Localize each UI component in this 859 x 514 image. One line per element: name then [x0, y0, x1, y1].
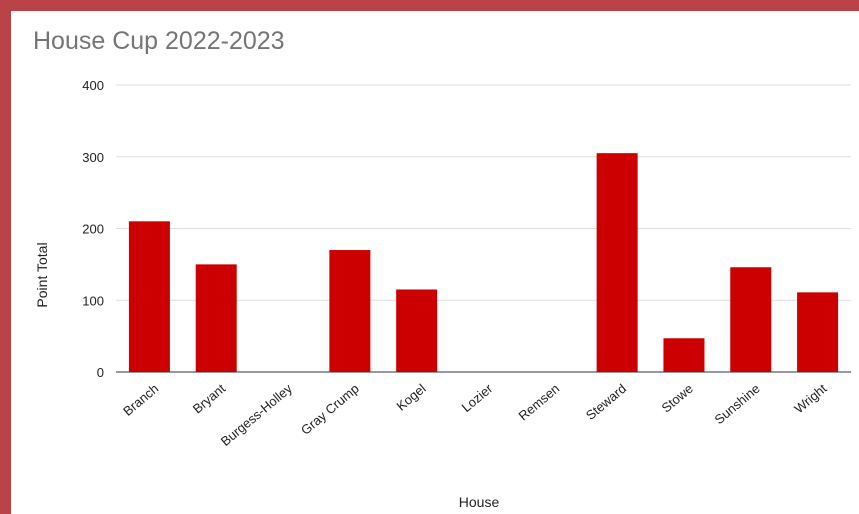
y-tick-label: 0 [97, 365, 104, 380]
chart-card: House Cup 2022-2023 0 100 200 300 400 Branch… [11, 11, 859, 514]
bar-kogel [396, 289, 438, 372]
bars [128, 153, 839, 372]
x-tick-label: Lozier [459, 380, 496, 415]
bar-sunshine [730, 267, 772, 372]
y-tick-label: 300 [82, 150, 104, 165]
bar-bryant [195, 264, 237, 372]
x-tick-label: Remsen [516, 381, 563, 424]
bar-steward [596, 153, 638, 372]
x-tick-label: Stowe [659, 381, 696, 416]
bar-chart: 0 100 200 300 400 Branch BryantBurgess-Holley… [34, 78, 851, 510]
x-tick-label: Burgess-Holley [218, 380, 296, 448]
chart-title: House Cup 2022-2023 [33, 27, 285, 55]
x-axis-label: House [459, 494, 500, 510]
x-tick-label: Steward [583, 381, 629, 423]
bar-gray-crump [329, 250, 371, 372]
y-tick-label: 200 [82, 222, 104, 237]
x-tick-label: Kogel [393, 381, 428, 414]
x-tick-label: Branch [120, 381, 161, 419]
x-tick-label: Gray Crump [298, 381, 362, 438]
x-tick-label: Wright [791, 381, 830, 417]
x-tick-label: Sunshine [712, 381, 763, 427]
bar-branch [128, 221, 170, 372]
y-tick-label: 400 [82, 78, 104, 93]
x-tick-label: Bryant [190, 381, 229, 417]
y-tick-label: 100 [82, 293, 104, 308]
y-tick-labels: 0 100 200 300 400 [82, 78, 104, 380]
bar-wright [797, 292, 839, 372]
y-axis-label: Point Total [34, 242, 50, 307]
gridlines [116, 84, 851, 301]
bar-stowe [663, 338, 705, 372]
